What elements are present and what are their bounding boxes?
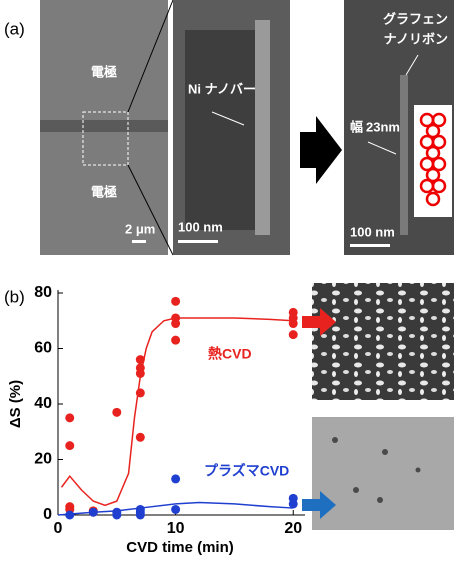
y-tick-label: 40 [34,395,52,412]
y-axis-label: ΔS (%) [7,380,24,428]
x-tick-label: 0 [54,520,63,537]
panel-label: (b) [4,287,25,306]
data-point [171,297,180,306]
data-point [289,330,298,339]
data-point [136,511,145,520]
data-point [112,511,121,520]
scale-label: 100 nm [178,219,223,234]
label: 電極 [91,184,117,199]
panel-label: (a) [4,19,25,38]
label: 幅 [350,119,363,134]
gap [40,120,168,132]
data-point [171,505,180,514]
label: Ni ナノバー [188,81,256,96]
x-tick-label: 10 [167,520,185,537]
annotation: 熱CVD [208,346,252,362]
data-point [171,336,180,345]
scale-label: 2 μm [125,221,155,236]
figure: (a) 電極 電極 2 μm Ni ナノバー 100 nm グラフェン ナノリボ… [0,0,454,561]
data-point [65,441,74,450]
y-tick-label: 0 [43,506,52,523]
y-tick-label: 80 [34,284,52,301]
sem-image [312,283,454,400]
x-axis-label: CVD time (min) [126,539,234,556]
scale-label: 100 nm [350,224,395,239]
label: 電極 [91,64,117,79]
x-tick-label: 20 [284,520,302,537]
sem-image [312,417,454,530]
panel-a: (a) 電極 電極 2 μm Ni ナノバー 100 nm グラフェン ナノリボ… [4,0,454,255]
data-point [136,433,145,442]
y-tick-label: 20 [34,451,52,468]
data-point [289,499,298,508]
nanobar [255,20,270,235]
data-point [171,319,180,328]
label: 23nm [366,119,400,134]
data-point [171,474,180,483]
label: ナノリボン [384,31,448,46]
label: グラフェン [383,11,448,26]
scale-bar [350,244,390,247]
big-arrow [300,116,342,184]
annotation: プラズマCVD [204,463,289,479]
scale-bar [132,240,146,243]
panel-b: (b) ΔS (%) CVD time (min) 0 20 40 60 80 0 10 20… [4,283,454,556]
electrode [185,30,255,230]
data-point [65,413,74,422]
scale-bar [178,240,218,243]
y-tick-label: 60 [34,340,52,357]
ribbon [400,75,408,235]
data-point [112,408,121,417]
